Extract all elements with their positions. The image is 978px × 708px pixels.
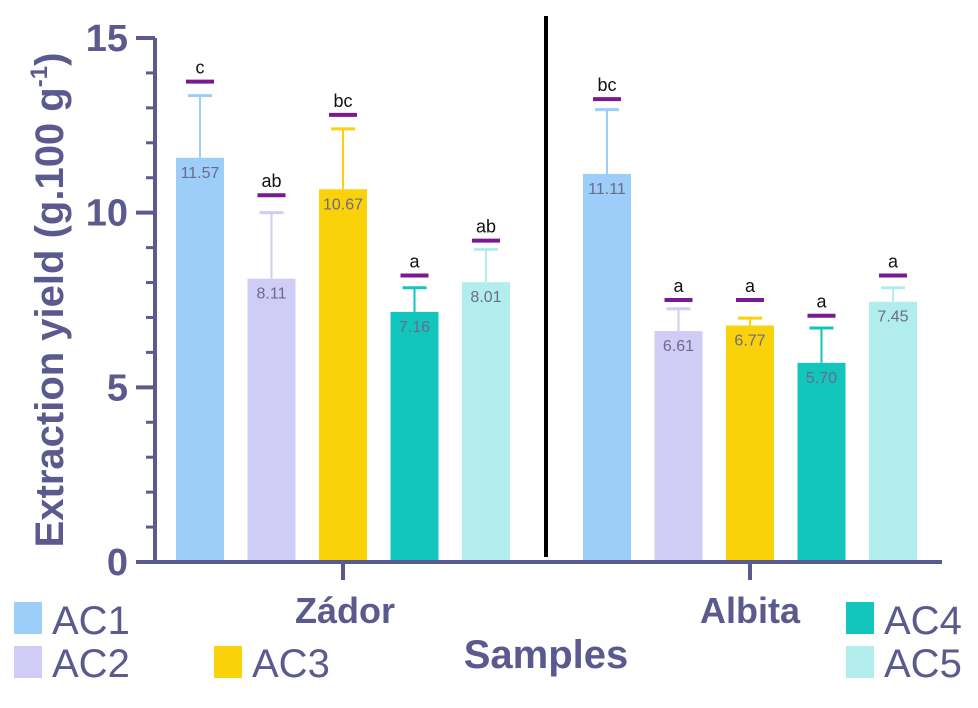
significance-letter: a — [745, 276, 756, 296]
legend-swatch-ac1 — [14, 602, 42, 634]
axes-layer — [153, 16, 942, 580]
significance-letter: bc — [333, 91, 352, 111]
bar-group: 6.77 a — [726, 276, 774, 562]
bar-value-label: 11.57 — [181, 165, 220, 182]
group-label-albita: Albita — [700, 590, 801, 631]
y-axis-title-close: ) — [28, 53, 72, 66]
y-tick-label: 15 — [86, 18, 128, 60]
legend-swatch-ac5 — [846, 646, 874, 678]
bar — [797, 362, 846, 562]
y-ticks-layer: 0 5 10 15 — [86, 18, 155, 584]
legend-label-ac5: AC5 — [884, 642, 962, 686]
legend-swatch-ac3 — [214, 646, 242, 678]
significance-letter: ab — [476, 217, 496, 237]
legend-label-ac3: AC3 — [252, 642, 330, 686]
bar — [583, 173, 631, 562]
bar — [726, 325, 774, 562]
significance-letter: a — [888, 252, 899, 272]
legend-swatch-ac4 — [846, 602, 874, 634]
bar-value-label: 10.67 — [323, 196, 363, 213]
bar — [247, 278, 296, 562]
bar-group: 5.70 a — [797, 292, 846, 562]
bar — [869, 301, 917, 562]
bar-group: 8.01 ab — [462, 217, 510, 562]
bar — [319, 189, 367, 562]
significance-letter: a — [409, 252, 420, 272]
bar-value-label: 7.16 — [399, 319, 430, 336]
legend-swatch-ac2 — [14, 646, 42, 678]
x-axis-title: Samples — [464, 633, 629, 677]
bar-value-label: 5.70 — [806, 370, 837, 387]
bar-value-label: 8.11 — [257, 286, 287, 303]
bar-group: 6.61 a — [654, 276, 703, 562]
significance-letter: bc — [597, 75, 616, 95]
bar-group: 10.67 bc — [319, 91, 367, 562]
bar-value-label: 8.01 — [470, 289, 501, 306]
legend-label-ac4: AC4 — [884, 599, 962, 643]
group-label-zador: Zádor — [295, 590, 395, 631]
bar-value-label: 6.77 — [734, 333, 765, 350]
bar — [176, 157, 224, 562]
bar-group: 8.11 ab — [247, 171, 296, 562]
y-tick-label: 10 — [86, 193, 128, 235]
significance-letter: c — [196, 58, 205, 78]
significance-letter: ab — [261, 171, 281, 191]
bar — [462, 282, 510, 562]
bar-group: 11.57 c — [176, 58, 224, 562]
bar-value-label: 6.61 — [663, 338, 694, 355]
bar — [390, 311, 439, 562]
bar-group: 7.16 a — [390, 252, 439, 562]
legend: AC1 AC2 AC3 AC4 AC5 — [14, 599, 962, 686]
y-axis-title: Extraction yield (g.100 g-1) — [26, 53, 72, 548]
significance-letter: a — [673, 276, 684, 296]
bar-value-label: 7.45 — [877, 309, 908, 326]
bar — [654, 331, 703, 562]
y-tick-label: 5 — [107, 367, 128, 409]
significance-letter: a — [816, 292, 827, 312]
y-axis-title-main: Extraction yield (g.100 g — [28, 87, 72, 547]
bar-group: 7.45 a — [869, 252, 917, 562]
y-axis-title-superscript: -1 — [26, 66, 53, 87]
legend-label-ac2: AC2 — [52, 642, 130, 686]
bar-group: 11.11 bc — [583, 75, 631, 562]
bar-value-label: 11.11 — [588, 181, 626, 198]
legend-label-ac1: AC1 — [52, 599, 130, 643]
bars-layer: 11.57c11.11bc8.11ab6.61a10.67bc6.77a7.16… — [176, 58, 917, 562]
y-tick-label: 0 — [107, 542, 128, 584]
